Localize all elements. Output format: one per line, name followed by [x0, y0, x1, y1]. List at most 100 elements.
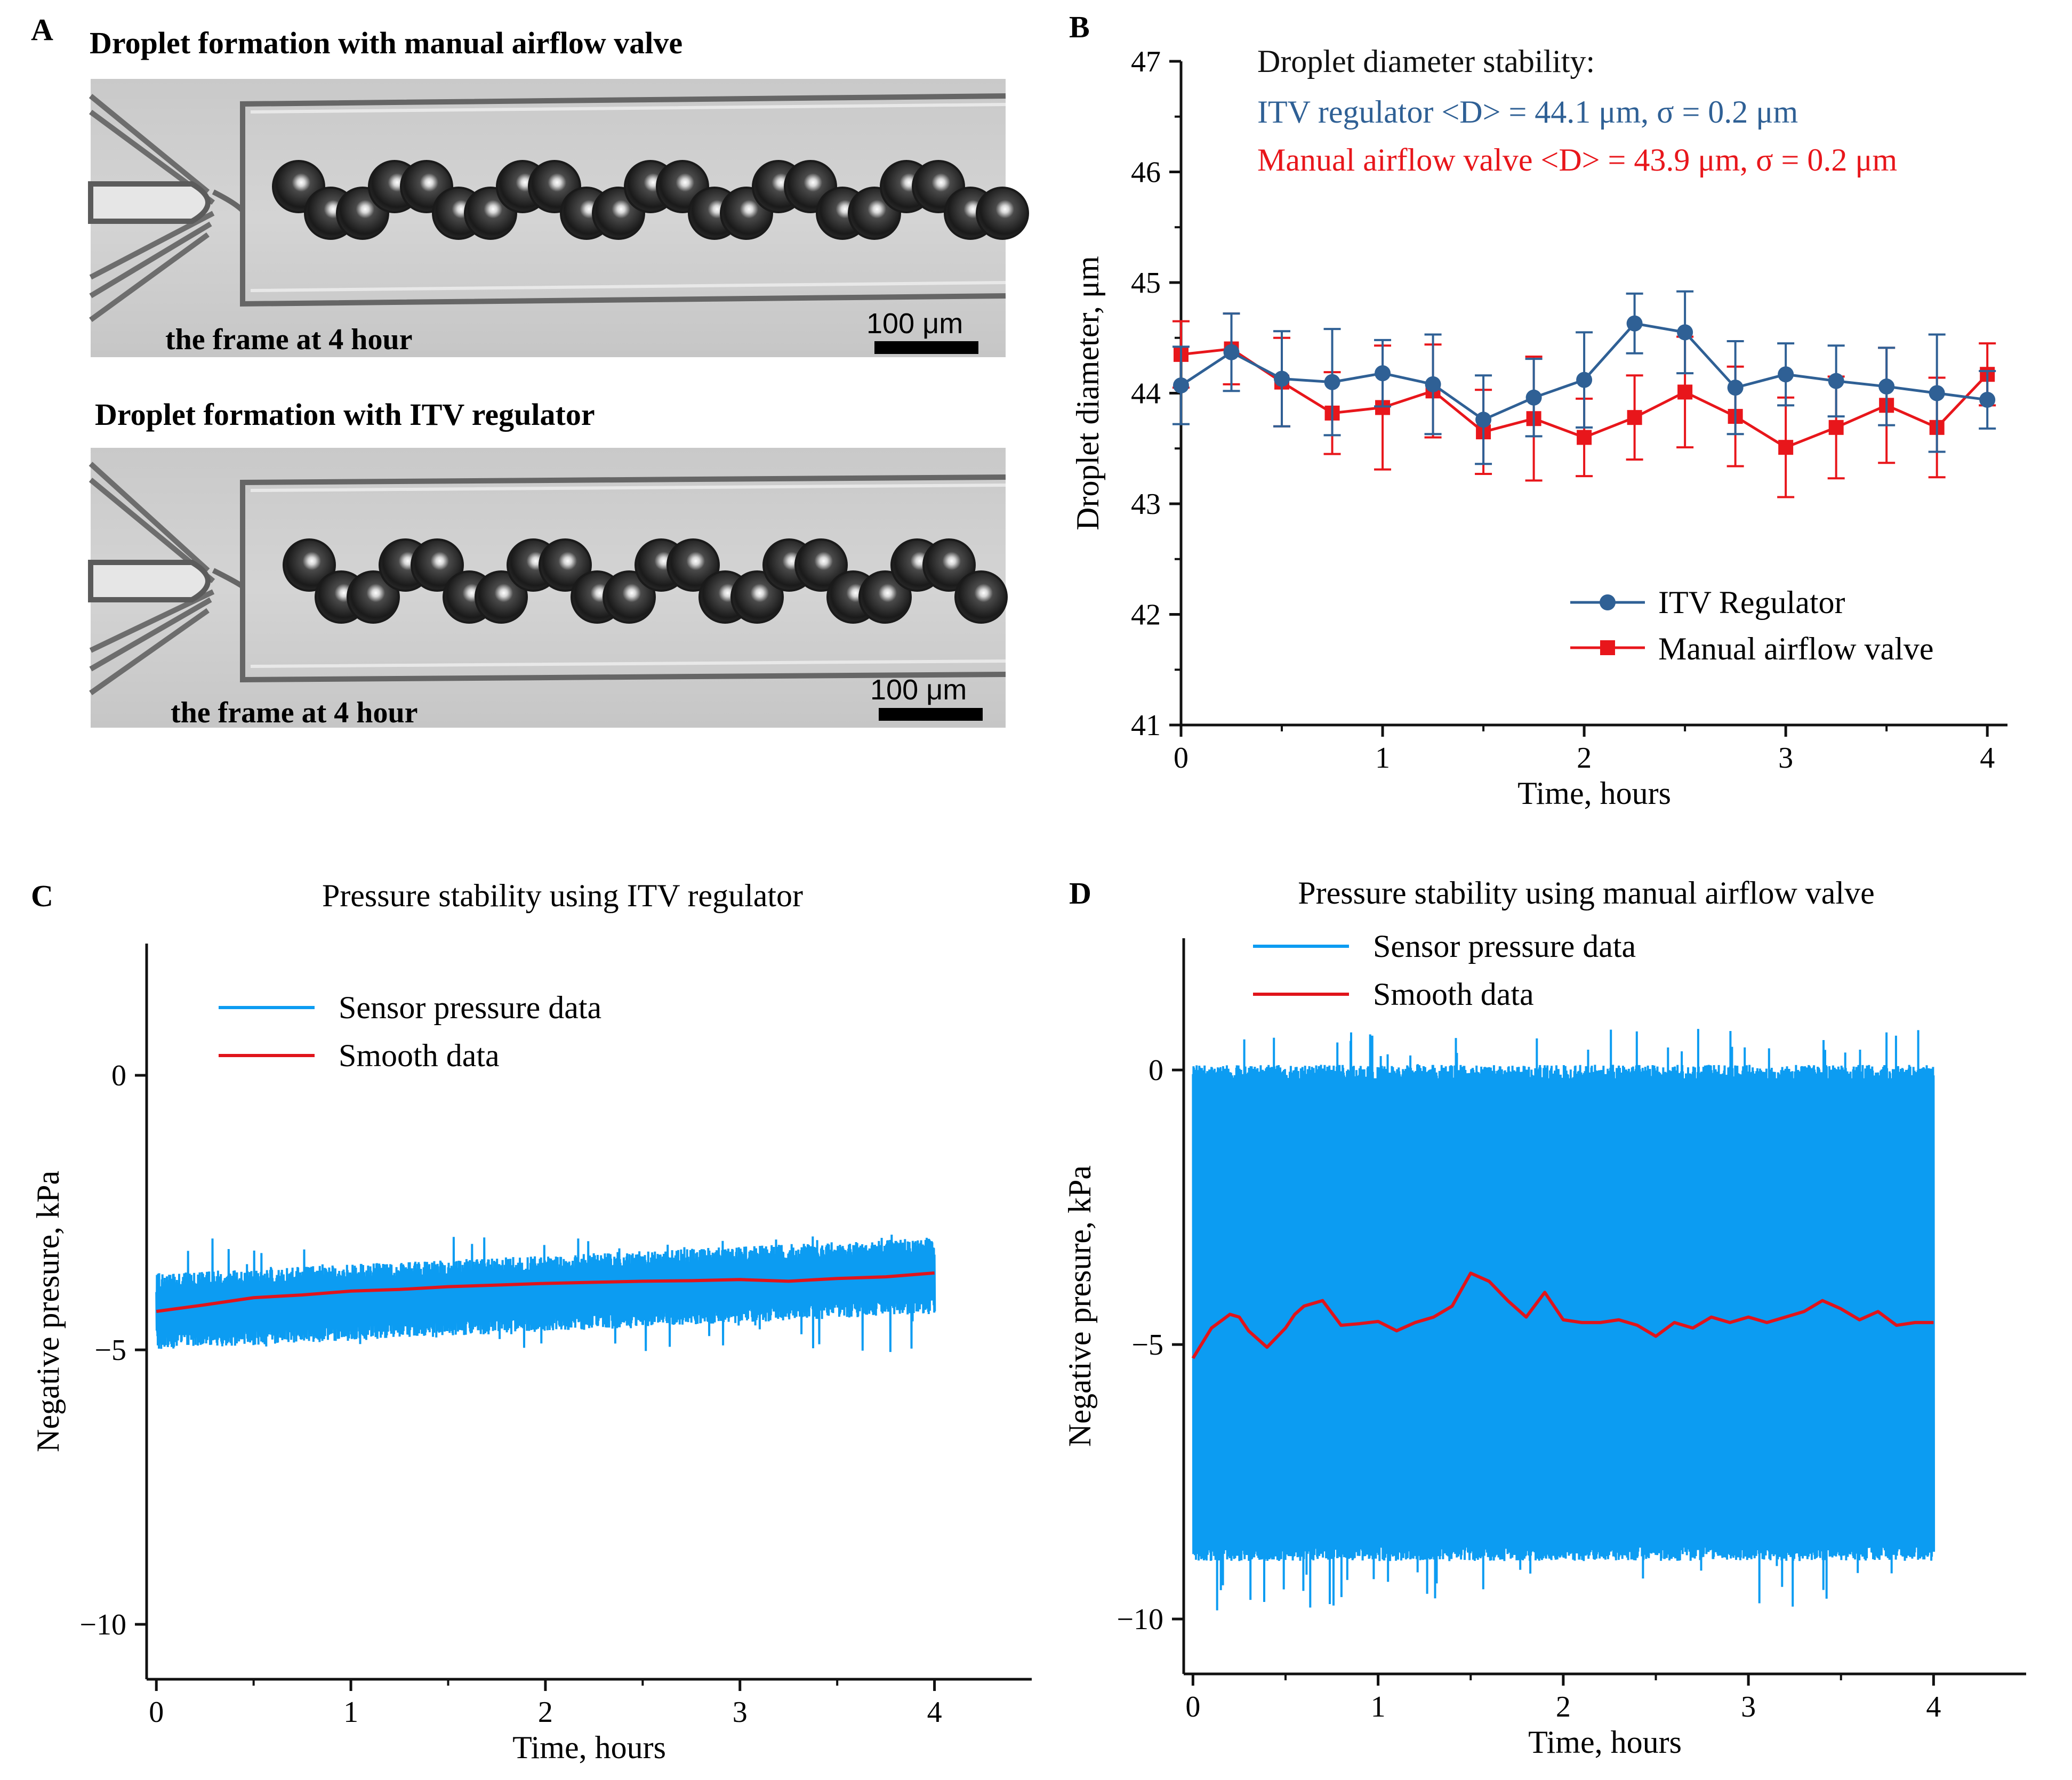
- legend-marker-manual: [1600, 640, 1615, 655]
- droplet-chain-itv: [283, 538, 1008, 624]
- x-axis-label: Time, hours: [512, 1730, 666, 1765]
- droplet: [976, 187, 1029, 240]
- x-tick-label: 3: [733, 1696, 748, 1729]
- y-tick-label: 45: [1131, 267, 1161, 300]
- y-tick-label: 41: [1131, 709, 1161, 742]
- y-tick-label: −5: [1131, 1328, 1163, 1362]
- droplet: [539, 538, 592, 592]
- legend-label-sensor: Sensor pressure data: [1373, 929, 1636, 964]
- series-smooth-line: [156, 1271, 935, 1313]
- y-tick-label: 44: [1131, 377, 1161, 410]
- micrograph-itv-caption: the frame at 4 hour: [171, 696, 417, 729]
- data-point: [1475, 412, 1492, 428]
- data-point: [1375, 365, 1391, 382]
- x-tick-label: 2: [538, 1696, 553, 1729]
- y-tick-label: 46: [1131, 156, 1161, 189]
- sensor-band: [1193, 1078, 1934, 1548]
- data-point: [1274, 371, 1290, 387]
- data-point: [1173, 377, 1189, 393]
- panel-c: C 0 1 2 3 4 0 −5 −10 Time, hours Negative presure…: [30, 878, 1032, 1765]
- legend-label-smooth: Smooth data: [1373, 977, 1534, 1012]
- panel-a-letter: A: [31, 12, 53, 47]
- x-axis-label: Time, hours: [1517, 776, 1671, 811]
- chart-pressure-itv: 0 1 2 3 4 0 −5 −10 Time, hours Negative presure, …: [30, 878, 1032, 1765]
- y-tick-label: 43: [1131, 488, 1161, 521]
- panel-a-bottom-title: Droplet formation with ITV regulator: [95, 397, 595, 432]
- sensor-band: [156, 1251, 935, 1336]
- y-tick-label: −10: [1117, 1603, 1163, 1636]
- x-tick-label: 3: [1778, 742, 1793, 775]
- droplet-chain-manual: [272, 160, 1029, 240]
- x-tick-label: 1: [1371, 1690, 1386, 1723]
- x-tick-label: 0: [149, 1696, 164, 1729]
- x-tick-label: 4: [1980, 742, 1995, 775]
- data-point: [1979, 391, 1996, 408]
- x-tick-label: 4: [927, 1696, 942, 1729]
- data-point: [1828, 420, 1844, 435]
- y-axis-label: Droplet diameter, μm: [1070, 256, 1105, 530]
- micrograph-itv: the frame at 4 hour 100 μm: [88, 448, 1008, 729]
- legend-label-smooth: Smooth data: [339, 1038, 500, 1073]
- x-tick-label: 2: [1556, 1690, 1571, 1723]
- y-tick-label: −5: [94, 1334, 126, 1367]
- droplet: [858, 570, 912, 624]
- data-point: [1425, 376, 1441, 392]
- chart-diameter: 0 1 2 3 4 41 42 43 44 45 46 47 Time, hours Droplet di…: [1070, 44, 2007, 811]
- micrograph-itv-scale-bar: [879, 708, 983, 721]
- data-point: [1576, 372, 1593, 388]
- chart-title: Pressure stability using ITV regulator: [322, 878, 803, 913]
- legend-label-manual: Manual airflow valve: [1658, 631, 1933, 666]
- droplet: [475, 570, 528, 624]
- data-point: [1324, 374, 1340, 390]
- x-tick-label: 3: [1741, 1690, 1756, 1723]
- droplet: [603, 570, 656, 624]
- droplet: [283, 538, 336, 592]
- panel-a: A Droplet formation with manual airflow …: [31, 12, 1029, 729]
- x-tick-label: 0: [1174, 742, 1188, 775]
- y-tick-label: −10: [79, 1608, 126, 1641]
- legend-marker-itv: [1600, 594, 1616, 610]
- series-sensor: [155, 1234, 936, 1352]
- micrograph-manual-scale-label: 100 μm: [866, 308, 963, 340]
- y-tick-label: 0: [1149, 1054, 1163, 1087]
- data-point: [1626, 315, 1643, 332]
- micrograph-manual-caption: the frame at 4 hour: [165, 323, 412, 356]
- droplet: [922, 538, 976, 592]
- droplet: [730, 570, 784, 624]
- y-tick-label: 42: [1131, 599, 1161, 632]
- series-itv: [1172, 290, 1996, 465]
- legend: Sensor pressure data Smooth data: [219, 990, 601, 1073]
- micrograph-manual-scale-bar: [874, 341, 978, 354]
- y-axis-label: Negative presure, kPa: [1062, 1165, 1097, 1447]
- x-tick-label: 4: [1926, 1690, 1941, 1723]
- annotation-manual: Manual airflow valve <D> = 43.9 μm, σ = …: [1257, 142, 1897, 178]
- droplet: [666, 538, 720, 592]
- droplet: [794, 538, 848, 592]
- droplet: [347, 570, 400, 624]
- x-tick-label: 2: [1577, 742, 1592, 775]
- x-tick-label: 1: [1375, 742, 1390, 775]
- micrograph-itv-scale-label: 100 μm: [870, 674, 967, 706]
- droplet: [411, 538, 464, 592]
- legend-label-sensor: Sensor pressure data: [339, 990, 601, 1025]
- chart-pressure-manual: 0 1 2 3 4 0 −5 −10 Time, hours Negative presure, …: [1062, 875, 2026, 1760]
- data-point: [1778, 366, 1794, 383]
- y-tick-label: 0: [111, 1059, 126, 1092]
- panel-d: D 0 1 2 3 4 0 −5 −10 Time, hours Negative presure…: [1062, 875, 2026, 1760]
- annotation-heading: Droplet diameter stability:: [1257, 44, 1595, 79]
- series-smooth-line: [1191, 1271, 1934, 1359]
- data-point: [1223, 344, 1240, 360]
- data-point: [1577, 430, 1592, 445]
- data-point: [1828, 373, 1844, 389]
- data-point: [1929, 385, 1945, 401]
- y-tick-label: 47: [1131, 45, 1161, 78]
- data-point: [1525, 389, 1542, 406]
- legend: Sensor pressure data Smooth data: [1253, 929, 1636, 1012]
- panel-c-letter: C: [31, 879, 53, 913]
- legend-label-itv: ITV Regulator: [1658, 585, 1845, 620]
- panel-b: B 0 1 2 3 4 41 42 43 44 45 46 47 Time, hours Droplet …: [1069, 10, 2007, 811]
- y-axis-label: Negative presure, kPa: [30, 1171, 66, 1452]
- data-point: [1778, 440, 1794, 455]
- data-point: [1727, 380, 1744, 396]
